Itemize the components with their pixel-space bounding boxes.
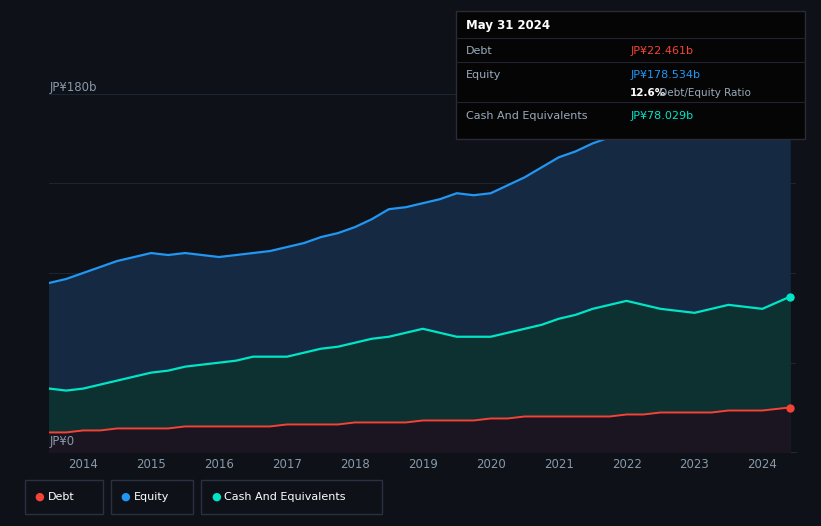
Text: Debt: Debt: [48, 492, 75, 502]
Text: May 31 2024: May 31 2024: [466, 19, 550, 32]
Text: ●: ●: [211, 492, 221, 502]
Text: Equity: Equity: [466, 70, 502, 80]
Text: JP¥22.461b: JP¥22.461b: [631, 46, 693, 56]
Text: Cash And Equivalents: Cash And Equivalents: [224, 492, 346, 502]
Text: ●: ●: [34, 492, 44, 502]
Text: Cash And Equivalents: Cash And Equivalents: [466, 110, 588, 120]
Text: JP¥180b: JP¥180b: [50, 80, 98, 94]
Text: JP¥178.534b: JP¥178.534b: [631, 70, 700, 80]
Text: JP¥0: JP¥0: [50, 436, 76, 448]
Text: Equity: Equity: [134, 492, 169, 502]
Text: Debt: Debt: [466, 46, 493, 56]
Text: JP¥78.029b: JP¥78.029b: [631, 110, 693, 120]
Text: Debt/Equity Ratio: Debt/Equity Ratio: [657, 88, 751, 98]
Text: 12.6%: 12.6%: [631, 88, 667, 98]
Text: ●: ●: [121, 492, 131, 502]
